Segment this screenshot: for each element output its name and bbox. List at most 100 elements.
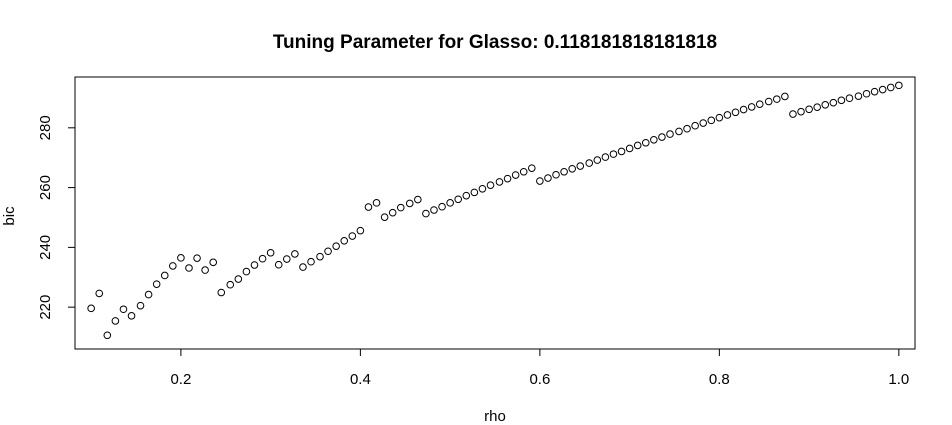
- data-point: [307, 257, 315, 266]
- data-point: [291, 250, 299, 258]
- y-tick-label: 220: [37, 295, 54, 320]
- x-axis-label: rho: [484, 408, 506, 425]
- data-point: [601, 153, 610, 161]
- data-point: [878, 85, 887, 94]
- data-point: [193, 254, 201, 262]
- data-point: [258, 254, 267, 263]
- x-tick-label: 0.8: [709, 371, 730, 388]
- data-point: [87, 304, 95, 313]
- data-point: [111, 317, 120, 325]
- data-point: [576, 162, 585, 170]
- data-point: [372, 199, 381, 207]
- data-point: [845, 94, 854, 103]
- data-point: [414, 195, 422, 204]
- data-point: [250, 261, 259, 269]
- data-point: [723, 111, 732, 119]
- data-point: [813, 103, 821, 111]
- data-point: [862, 89, 871, 98]
- data-point: [299, 263, 307, 271]
- data-point: [536, 177, 544, 185]
- data-point: [380, 213, 389, 221]
- data-point: [755, 100, 764, 108]
- data-point: [103, 331, 112, 340]
- data-point: [625, 144, 634, 153]
- data-point: [388, 208, 397, 217]
- data-point: [405, 199, 414, 208]
- y-tick-label: 240: [37, 235, 54, 260]
- data-point: [633, 141, 642, 150]
- data-point: [119, 305, 128, 314]
- data-point: [747, 103, 756, 111]
- data-point: [282, 255, 291, 263]
- data-points: [87, 81, 903, 340]
- data-point: [324, 247, 332, 256]
- x-tick-label: 0.2: [170, 371, 191, 388]
- y-axis: 220 240 260 280: [37, 115, 76, 320]
- data-point: [617, 147, 626, 156]
- data-point: [895, 81, 903, 90]
- data-point: [650, 135, 658, 144]
- data-point: [495, 178, 504, 186]
- data-point: [201, 266, 209, 274]
- data-point: [340, 236, 349, 245]
- data-point: [511, 171, 520, 179]
- x-tick-label: 1.0: [888, 371, 909, 388]
- data-point: [568, 164, 576, 173]
- data-point: [641, 138, 650, 147]
- data-point: [739, 105, 748, 114]
- data-point: [715, 113, 724, 122]
- data-point: [136, 301, 145, 310]
- data-point: [707, 116, 716, 125]
- data-point: [781, 92, 789, 101]
- x-tick-label: 0.6: [529, 371, 550, 388]
- data-point: [462, 191, 471, 200]
- data-point: [364, 203, 373, 211]
- data-point: [217, 288, 226, 297]
- data-point: [731, 108, 740, 117]
- data-point: [552, 170, 560, 179]
- data-point: [226, 280, 235, 289]
- data-point: [854, 92, 863, 100]
- data-point: [177, 254, 185, 262]
- plot-frame: [74, 76, 916, 350]
- data-point: [316, 252, 324, 261]
- data-point: [675, 127, 683, 136]
- y-tick-label: 280: [37, 115, 54, 140]
- data-point: [789, 110, 797, 118]
- data-point: [658, 133, 666, 141]
- y-tick-label: 260: [37, 175, 54, 200]
- data-point: [503, 174, 512, 183]
- x-tick-label: 0.4: [350, 371, 371, 388]
- data-point: [837, 96, 846, 105]
- data-point: [152, 280, 161, 288]
- data-point: [127, 312, 136, 320]
- data-point: [805, 105, 813, 114]
- data-point: [585, 159, 594, 167]
- data-point: [886, 83, 895, 92]
- data-point: [772, 95, 781, 103]
- data-point: [209, 258, 218, 267]
- data-point: [185, 264, 193, 272]
- x-axis: 0.2 0.4 0.6 0.8 1.0: [170, 348, 909, 388]
- data-point: [266, 248, 275, 257]
- data-point: [821, 100, 830, 109]
- data-point: [683, 124, 691, 133]
- data-point: [430, 206, 438, 214]
- data-point: [560, 167, 568, 176]
- data-point: [870, 87, 879, 96]
- data-point: [422, 209, 430, 218]
- y-axis-label: bic: [1, 206, 18, 226]
- data-point: [242, 267, 251, 276]
- data-point: [478, 184, 487, 193]
- data-point: [234, 275, 243, 283]
- data-point: [446, 199, 454, 207]
- data-point: [609, 150, 618, 158]
- data-point: [691, 121, 699, 130]
- data-point: [470, 188, 479, 197]
- data-point: [348, 232, 357, 240]
- data-point: [274, 260, 283, 269]
- data-point: [829, 98, 838, 107]
- data-point: [519, 167, 528, 176]
- data-point: [544, 174, 552, 182]
